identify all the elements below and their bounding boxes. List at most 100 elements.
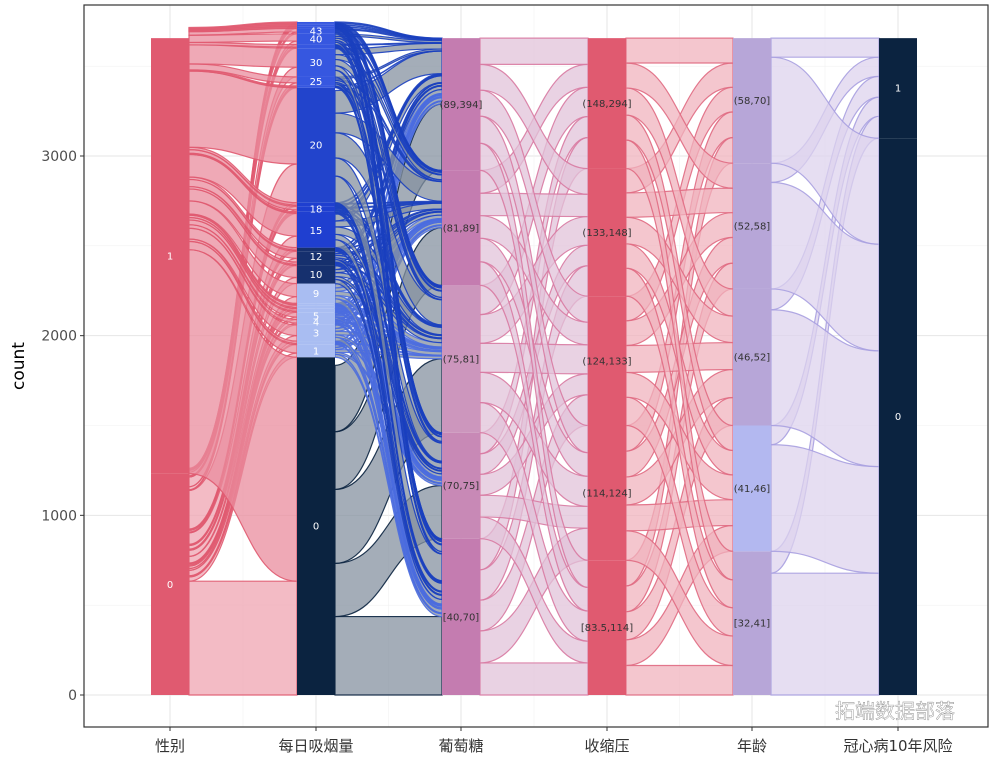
stratum-label: (148,294]	[582, 99, 631, 110]
stratum-1-35	[297, 44, 335, 49]
stratum-1-45	[297, 26, 335, 29]
stratum-4-(58,70]	[733, 38, 771, 164]
stratum-1-40	[297, 33, 335, 45]
stratum-1-70	[297, 21, 335, 24]
stratum-label: 30	[310, 58, 323, 69]
stratum-1-3	[297, 324, 335, 342]
stratum-1-18	[297, 206, 335, 212]
stratum-1-20	[297, 87, 335, 203]
stratum-2-[40,70]	[442, 538, 480, 695]
stratum-2-(81,89]	[442, 170, 480, 286]
stratum-label: 5	[313, 311, 319, 322]
flow-0-1-21	[188, 44, 298, 68]
stratum-1-25	[297, 76, 335, 86]
stratum-label: (114,124]	[582, 488, 631, 499]
x-tick-label: 年龄	[737, 737, 767, 755]
stratum-1-8	[297, 303, 335, 306]
stratum-label: 20	[310, 141, 323, 152]
x-tick-label: 每日吸烟量	[278, 737, 353, 755]
stratum-1-30	[297, 48, 335, 77]
stratum-3-[83.5,114]	[588, 560, 626, 695]
flow-2-4-4	[479, 37, 589, 65]
stratum-label: (75,81]	[443, 355, 480, 366]
stratum-1-13	[297, 247, 335, 252]
stratum-2-(89,394]	[442, 38, 480, 171]
stratum-4-(52,58]	[733, 163, 771, 289]
stratum-label: 0	[167, 580, 173, 591]
stratum-label: 4	[313, 318, 319, 329]
stratum-0-1	[151, 38, 189, 474]
stratum-3-(148,294]	[588, 38, 626, 169]
stratum-2-(75,81]	[442, 285, 480, 433]
stratum-3-(124,133]	[588, 296, 626, 426]
x-tick-label: 收缩压	[584, 737, 629, 755]
stratum-label: 43	[310, 27, 323, 38]
stratum-1-60	[297, 23, 335, 25]
x-tick-label: 葡萄糖	[438, 737, 483, 755]
stratum-1-4	[297, 319, 335, 325]
stratum-label: [83.5,114]	[581, 623, 633, 634]
stratum-label: (124,133]	[582, 356, 631, 367]
stratum-label: 12	[310, 252, 323, 263]
stratum-1-50	[297, 24, 335, 27]
stratum-1-10	[297, 265, 335, 284]
flow-4-0-0	[770, 572, 880, 696]
stratum-label: 18	[310, 205, 323, 216]
stratum-label: (70,75]	[443, 481, 480, 492]
flow-1-0-0	[334, 615, 443, 696]
y-tick-label: 2000	[41, 329, 77, 345]
stratum-0-0	[151, 473, 189, 695]
stratum-1-5	[297, 312, 335, 320]
stratum-label: [40,70]	[443, 612, 480, 623]
stratum-3-(133,148]	[588, 168, 626, 297]
stratum-4-[32,41]	[733, 551, 771, 695]
stratum-label: 3	[313, 328, 319, 339]
stratum-2-(70,75]	[442, 432, 480, 539]
stratum-4-(46,52]	[733, 288, 771, 426]
stratum-1-7	[297, 305, 335, 309]
y-axis-label: count	[9, 342, 29, 390]
stratum-label: (89,394]	[440, 100, 483, 111]
stratum-1-1	[297, 344, 335, 358]
stratum-1-12	[297, 251, 335, 263]
flow-0-0-0	[188, 580, 298, 696]
y-tick-label: 1000	[41, 508, 77, 524]
stratum-label: (81,89]	[443, 223, 480, 234]
stratum-label: (52,58]	[734, 222, 771, 233]
y-tick-label: 0	[68, 688, 77, 704]
flow-3-0-0	[625, 664, 734, 696]
stratum-label: 25	[310, 77, 323, 88]
stratum-label: (133,148]	[582, 228, 631, 239]
stratum-label: (58,70]	[734, 96, 771, 107]
stratum-label: 1	[313, 346, 319, 357]
flow-2-0-0	[479, 662, 589, 696]
x-tick-label: 冠心病10年风险	[843, 737, 952, 755]
flow-4-4-1	[770, 37, 880, 58]
flow-3-4-4	[625, 37, 734, 64]
stratum-label: 9	[313, 289, 319, 300]
stratum-1-11	[297, 262, 335, 266]
stratum-label: 15	[310, 226, 323, 237]
stratum-label: (41,46]	[734, 484, 771, 495]
stratum-1-19	[297, 202, 335, 207]
stratum-label: 40	[310, 35, 323, 46]
stratum-1-2	[297, 341, 335, 345]
stratum-1-15	[297, 213, 335, 248]
stratum-5-1	[879, 38, 917, 139]
stratum-4-(41,46]	[733, 425, 771, 552]
stratum-1-43	[297, 28, 335, 34]
y-tick-label: 3000	[41, 149, 77, 165]
stratum-label: (46,52]	[734, 353, 771, 364]
watermark-text: 拓端数据部落	[835, 699, 955, 723]
stratum-1-0	[297, 357, 335, 695]
stratum-label: [32,41]	[734, 619, 771, 630]
stratum-3-(114,124]	[588, 425, 626, 561]
stratum-5-0	[879, 138, 917, 695]
stratum-1-6	[297, 308, 335, 313]
stratum-label: 1	[895, 84, 901, 95]
stratum-1-9	[297, 283, 335, 304]
stratum-label: 0	[895, 412, 901, 423]
stratum-1-23	[297, 85, 335, 88]
